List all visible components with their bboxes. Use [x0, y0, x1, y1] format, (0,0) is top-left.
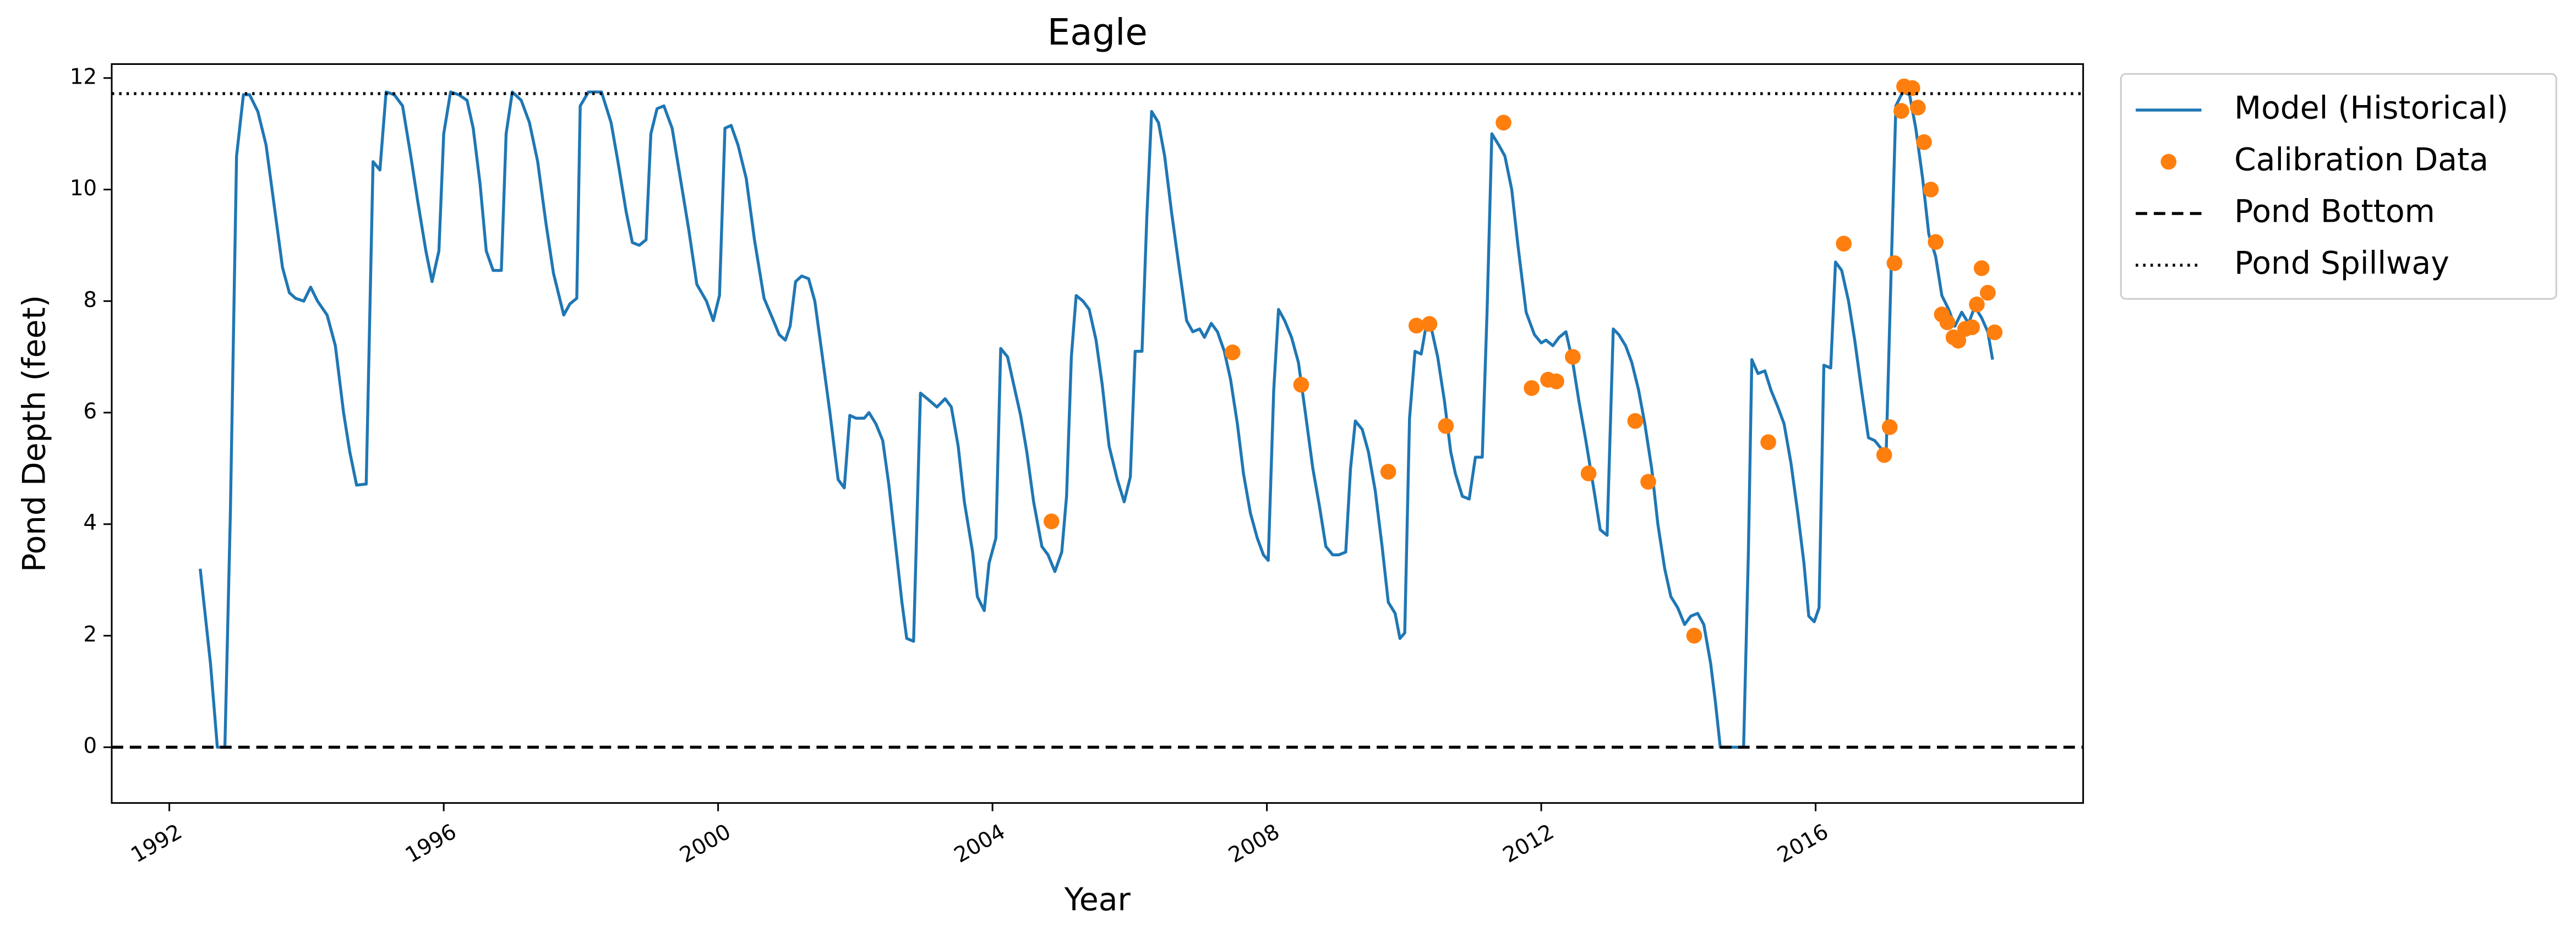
y-tick-label: 12	[70, 64, 97, 89]
x-axis-label: Year	[1064, 881, 1131, 918]
calibration-point	[1909, 100, 1926, 116]
calibration-point	[1043, 513, 1060, 530]
legend-label: Pond Spillway	[2234, 245, 2449, 282]
calibration-point	[1928, 234, 1944, 250]
calibration-point	[1496, 114, 1511, 131]
chart-title: Eagle	[1047, 12, 1148, 53]
y-tick-label: 10	[70, 176, 97, 201]
calibration-point	[1916, 134, 1932, 150]
calibration-point	[1565, 349, 1581, 365]
calibration-point	[1760, 434, 1776, 451]
calibration-point	[1380, 464, 1396, 480]
y-tick-label: 6	[83, 399, 97, 424]
calibration-point	[1224, 344, 1241, 360]
x-tick-label: 1992	[127, 819, 187, 868]
plot-area	[111, 78, 2083, 749]
legend-box	[2120, 73, 2557, 300]
calibration-point	[1904, 80, 1920, 96]
x-tick-label: 2004	[950, 819, 1009, 868]
calibration-point	[1640, 474, 1656, 490]
calibration-point	[1686, 628, 1702, 644]
calibration-point	[1950, 332, 1967, 349]
calibration-point	[1964, 319, 1980, 336]
x-tick-label: 2016	[1773, 819, 1832, 868]
calibration-point	[1986, 324, 2003, 341]
calibration-point	[1923, 182, 1939, 198]
calibration-point	[1438, 418, 1454, 434]
legend-marker	[2160, 153, 2177, 170]
calibration-point	[1627, 413, 1644, 429]
x-tick-label: 1996	[401, 819, 461, 868]
x-tick-label: 2012	[1499, 819, 1558, 868]
calibration-point	[1408, 317, 1425, 334]
calibration-point	[1939, 314, 1956, 331]
x-tick-label: 2008	[1225, 819, 1284, 868]
calibration-point	[1980, 284, 1996, 301]
plot-frame	[111, 63, 2084, 804]
y-tick-label: 2	[83, 622, 97, 647]
legend-label: Pond Bottom	[2234, 194, 2435, 230]
calibration-point	[1876, 447, 1892, 463]
calibration-point	[1973, 260, 1990, 276]
y-axis-label: Pond Depth (feet)	[16, 295, 52, 572]
y-tick-label: 8	[83, 288, 97, 312]
calibration-point	[1548, 373, 1564, 390]
calibration-point	[1881, 419, 1898, 435]
y-tick-label: 4	[83, 511, 97, 535]
calibration-point	[1524, 380, 1540, 396]
calibration-point	[1580, 465, 1597, 481]
calibration-point	[1886, 255, 1903, 271]
calibration-point	[1421, 316, 1438, 332]
calibration-point	[1969, 297, 1985, 312]
model-line	[199, 90, 1994, 749]
legend-label: Model (Historical)	[2234, 90, 2508, 127]
calibration-point	[1293, 377, 1309, 393]
legend-label: Calibration Data	[2234, 142, 2488, 178]
calibration-point	[1836, 235, 1852, 252]
calibration-point	[1893, 103, 1909, 119]
x-tick-label: 2000	[676, 819, 735, 868]
y-tick-label: 0	[83, 734, 97, 759]
